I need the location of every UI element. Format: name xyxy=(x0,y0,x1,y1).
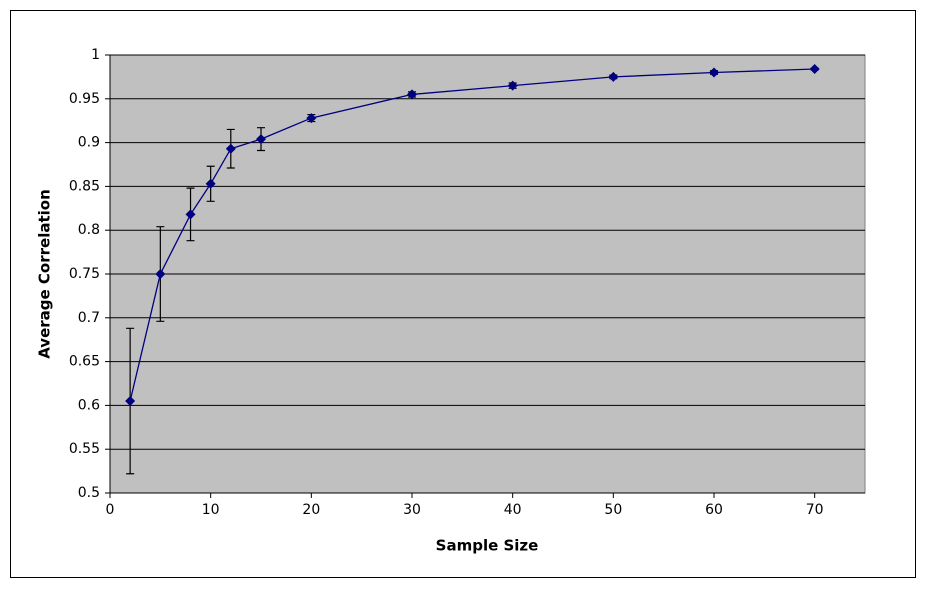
data-point xyxy=(608,71,619,82)
x-tick-label: 30 xyxy=(403,502,421,518)
data-point xyxy=(155,269,166,279)
y-tick-label: 1 xyxy=(91,47,100,63)
x-tick-label: 70 xyxy=(806,502,824,518)
y-tick-label: 0.7 xyxy=(78,310,100,326)
x-tick-label: 60 xyxy=(705,502,723,518)
x-tick-label: 20 xyxy=(302,502,320,518)
data-point xyxy=(205,178,216,189)
data-point xyxy=(185,209,196,220)
data-point xyxy=(507,80,518,91)
series-line xyxy=(129,68,815,402)
y-tick-label: 0.95 xyxy=(69,91,100,107)
data-point xyxy=(407,89,417,100)
y-tick-label: 0.5 xyxy=(78,485,100,501)
data-point xyxy=(709,67,719,78)
y-tick-label: 0.65 xyxy=(69,354,100,370)
y-tick-label: 0.8 xyxy=(78,222,100,238)
y-tick-label: 0.6 xyxy=(78,397,100,413)
y-tick-label: 0.55 xyxy=(69,441,100,457)
y-tick-label: 0.85 xyxy=(69,178,100,194)
y-tick-label: 0.9 xyxy=(78,135,100,151)
y-axis-title: Average Correlation xyxy=(36,189,54,359)
x-tick-label: 0 xyxy=(106,502,115,518)
data-point xyxy=(809,64,820,75)
x-tick-label: 50 xyxy=(604,502,622,518)
data-point xyxy=(125,396,136,407)
x-tick-label: 10 xyxy=(202,502,220,518)
data-point xyxy=(225,143,236,154)
x-axis-title: Sample Size xyxy=(436,537,539,555)
data-point xyxy=(306,113,317,124)
data-point xyxy=(256,134,266,145)
x-tick-label: 40 xyxy=(504,502,522,518)
y-tick-label: 0.75 xyxy=(69,266,100,282)
